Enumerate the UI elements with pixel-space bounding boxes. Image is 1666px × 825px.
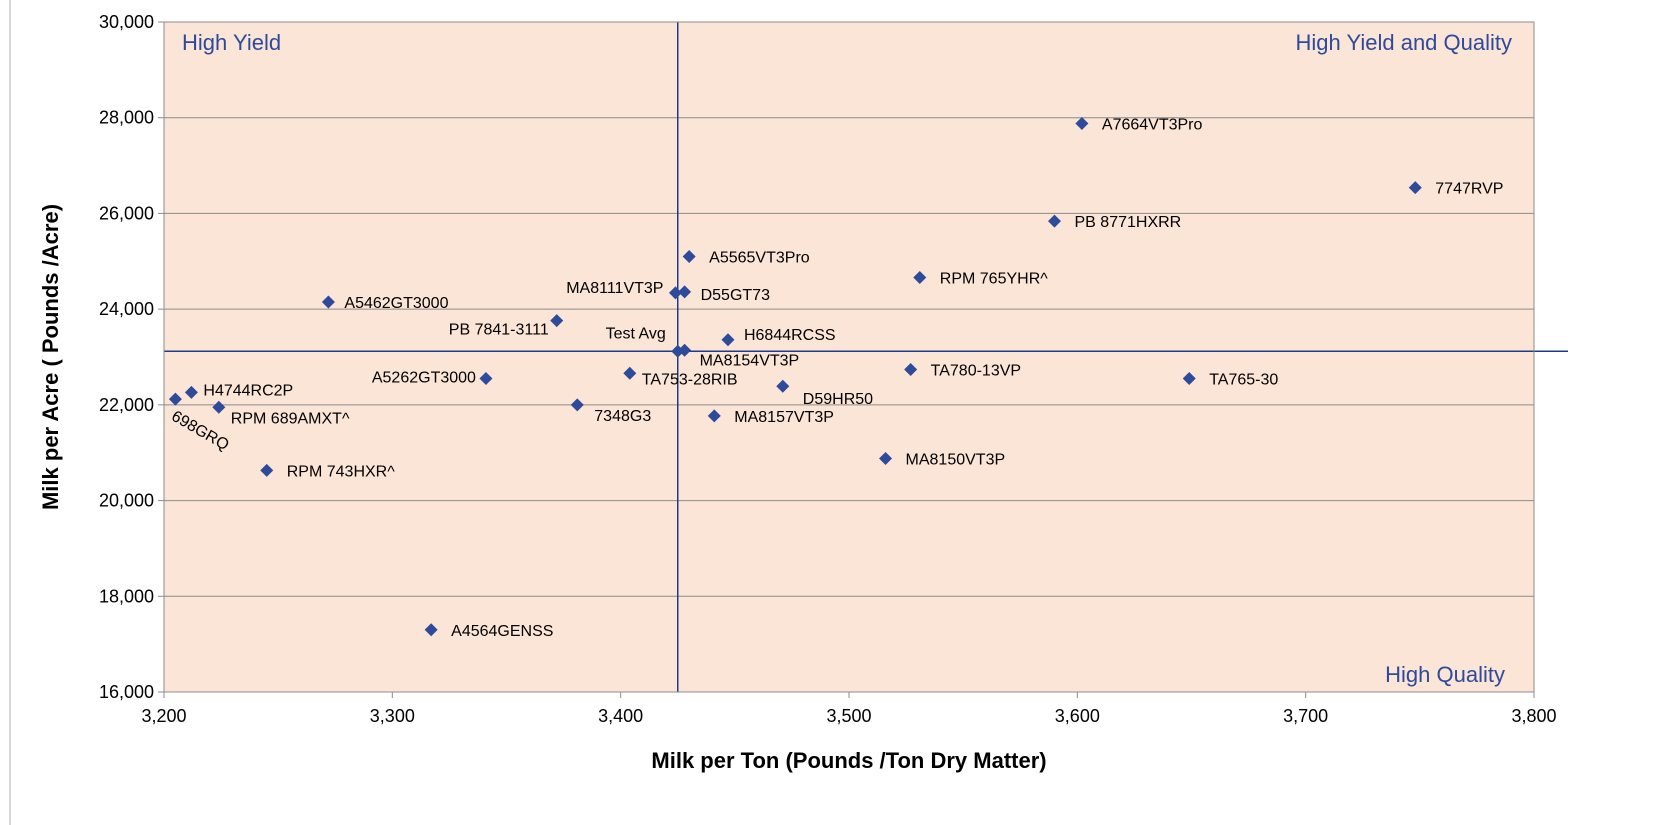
- point-label-7348g3: 7348G3: [594, 408, 651, 425]
- point-rpm-743hxr: [260, 463, 274, 477]
- point-h4744rc2p: [184, 385, 198, 399]
- point-ma8154vt3p: [678, 343, 692, 357]
- point-ta765-30: [1182, 372, 1196, 386]
- x-axis-title: Milk per Ton (Pounds /Ton Dry Matter): [651, 748, 1046, 773]
- point-rpm-689amxt: [212, 400, 226, 414]
- x-tick-label: 3,200: [141, 706, 186, 726]
- x-tick-label: 3,400: [598, 706, 643, 726]
- point-pb-8771hxrr: [1048, 214, 1061, 228]
- point-label-a7664vt3pro: A7664VT3Pro: [1102, 116, 1203, 133]
- point-label-ma8154vt3p: MA8154VT3P: [700, 352, 800, 369]
- point-698grq: [168, 392, 182, 406]
- point-a7664vt3pro: [1075, 116, 1089, 130]
- point-ma8150vt3p: [879, 451, 893, 465]
- point-label-ta765-30: TA765-30: [1209, 372, 1278, 389]
- x-tick-label: 3,800: [1511, 706, 1556, 726]
- point-ma8111vt3p: [668, 286, 682, 300]
- point-label-rpm-743hxr: RPM 743HXR^: [287, 463, 395, 480]
- point-label-a5565vt3pro: A5565VT3Pro: [709, 250, 810, 267]
- x-tick-label: 3,300: [370, 706, 415, 726]
- point-7747rvp: [1408, 181, 1422, 195]
- point-label-a4564genss: A4564GENSS: [451, 623, 553, 640]
- point-label-pb-8771hxrr: PB 8771HXRR: [1075, 214, 1182, 231]
- point-label-d59hr50: D59HR50: [803, 391, 873, 408]
- point-label-a5462gt3000: A5462GT3000: [344, 295, 448, 312]
- plot-background: [164, 22, 1534, 692]
- point-label-ma8150vt3p: MA8150VT3P: [906, 451, 1006, 468]
- point-label-rpm-689amxt: RPM 689AMXT^: [231, 410, 350, 427]
- point-label-ta780-13vp: TA780-13VP: [931, 362, 1021, 379]
- point-label-rpm-765yhr: RPM 765YHR^: [940, 271, 1048, 288]
- quadrant-label-high-yield-and-quality: High Yield and Quality: [1296, 30, 1512, 55]
- point-rpm-765yhr: [913, 271, 927, 285]
- point-label-pb-7841-3111: PB 7841-3111: [449, 322, 549, 339]
- point-label-d55gt73: D55GT73: [701, 287, 770, 304]
- point-a5462gt3000: [321, 295, 335, 309]
- y-tick-label: 16,000: [99, 682, 154, 702]
- y-axis-title: Milk per Acre ( Pounds /Acre): [38, 204, 63, 510]
- data-points: [168, 116, 1422, 637]
- plot-border: [163, 21, 1535, 693]
- point-ta780-13vp: [904, 362, 918, 376]
- x-tick-label: 3,700: [1283, 706, 1328, 726]
- y-tick-label: 30,000: [99, 12, 154, 32]
- y-tick-label: 28,000: [99, 108, 154, 128]
- point-a4564genss: [424, 623, 438, 637]
- point-d55gt73: [678, 285, 692, 299]
- axis-ticks: 16,000 18,000 20,000 22,000 24,000 26,000 28,0…: [99, 12, 1557, 726]
- y-tick-label: 24,000: [99, 299, 154, 319]
- point-pb-7841-3111: [550, 314, 564, 328]
- y-tick-label: 26,000: [99, 203, 154, 223]
- point-label-a5262gt3000: A5262GT3000: [372, 370, 476, 387]
- y-tick-label: 18,000: [99, 586, 154, 606]
- quadrant-label-high-quality: High Quality: [1385, 662, 1505, 687]
- point-7348g3: [570, 398, 584, 412]
- point-label-h6844rcss: H6844RCSS: [744, 327, 836, 344]
- point-h6844rcss: [721, 333, 735, 347]
- point-label-ma8111vt3p: MA8111VT3P: [566, 280, 663, 297]
- point-a5262gt3000: [479, 372, 493, 386]
- point-ta753-28rib: [623, 366, 637, 380]
- point-a5565vt3pro: [682, 250, 696, 263]
- x-tick-label: 3,600: [1055, 706, 1100, 726]
- y-tick-label: 20,000: [99, 491, 154, 511]
- point-label-ta753-28rib: TA753-28RIB: [642, 371, 738, 388]
- point-label-ma8157vt3p: MA8157VT3P: [734, 409, 834, 426]
- point-label-7747rvp: 7747RVP: [1435, 181, 1503, 198]
- point-d59hr50: [776, 379, 790, 393]
- gridlines: [164, 21, 1534, 693]
- x-tick-label: 3,500: [826, 706, 871, 726]
- point-label-test-avg: Test Avg: [606, 325, 666, 342]
- point-ma8157vt3p: [707, 409, 721, 423]
- y-tick-label: 22,000: [99, 395, 154, 415]
- quadrant-label-high-yield: High Yield: [182, 30, 281, 55]
- point-label-h4744rc2p: H4744RC2P: [203, 382, 293, 399]
